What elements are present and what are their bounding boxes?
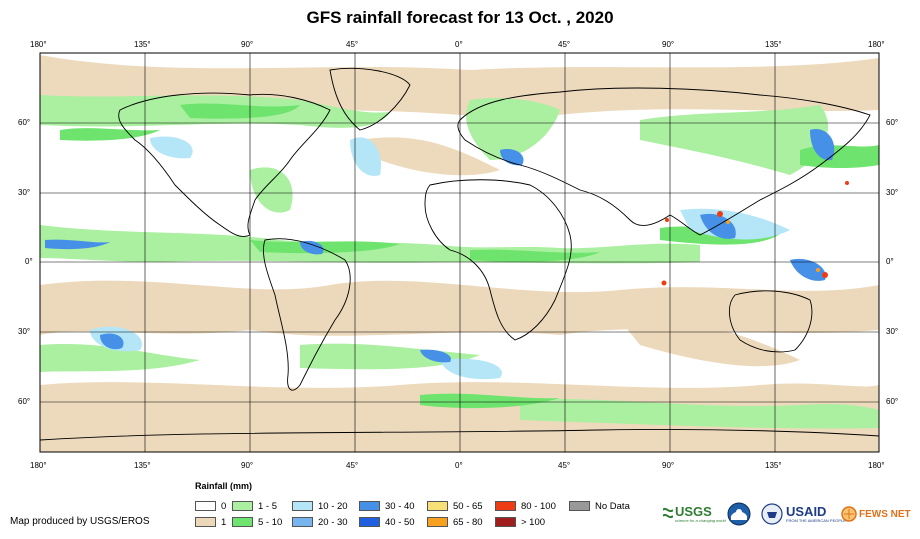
- legend-swatch: [292, 501, 313, 511]
- lat-tick-left: 60°: [18, 118, 31, 127]
- rain-band-10-20: [90, 136, 790, 380]
- lon-tick-bottom: 45°: [558, 461, 571, 470]
- legend-item: 30 - 40: [359, 500, 415, 512]
- legend-swatch: [427, 517, 448, 527]
- noaa-logo: [727, 500, 751, 528]
- lat-tick-right: 60°: [886, 397, 899, 406]
- usaid-tagline: FROM THE AMERICAN PEOPLE: [786, 517, 846, 523]
- legend-label: > 100: [521, 516, 546, 528]
- rain-band-5-10: [60, 103, 879, 409]
- legend-item: 40 - 50: [359, 516, 415, 528]
- greenland-outline: [329, 67, 411, 131]
- europe-asia-outline: [457, 87, 871, 236]
- usgs-logo: USGS science for a changing world: [663, 500, 726, 528]
- legend-swatch: [195, 501, 216, 511]
- legend-swatch: [232, 517, 253, 527]
- usgs-wordmark: USGS: [675, 503, 712, 519]
- lon-tick-bottom: 90°: [662, 461, 675, 470]
- legend-item: No Data: [569, 500, 630, 512]
- lon-tick-top: 45°: [346, 40, 359, 49]
- lat-tick-right: 30°: [886, 188, 899, 197]
- legend-swatch: [292, 517, 313, 527]
- logo-strip: USGS science for a changing world USAID …: [663, 500, 913, 528]
- lon-tick-top: 0°: [455, 40, 463, 49]
- usaid-wordmark: USAID: [786, 503, 827, 519]
- legend-item: 20 - 30: [292, 516, 348, 528]
- legend-label: 30 - 40: [385, 500, 415, 512]
- south-america-outline: [263, 238, 351, 391]
- lon-tick-bottom: 135°: [765, 461, 782, 470]
- legend-swatch: [359, 517, 380, 527]
- rain-band-heavy: [661, 181, 849, 286]
- lon-tick-top: 180°: [868, 40, 885, 49]
- usgs-tagline: science for a changing world: [675, 517, 726, 523]
- legend-label: 50 - 65: [453, 500, 483, 512]
- legend-item: 0: [195, 500, 226, 512]
- lon-tick-bottom: 180°: [868, 461, 885, 470]
- legend-swatch: [195, 517, 216, 527]
- lat-tick-right: 0°: [886, 257, 894, 266]
- legend-item: 1 - 5: [232, 500, 277, 512]
- legend-label: 20 - 30: [318, 516, 348, 528]
- lon-tick-bottom: 45°: [346, 461, 359, 470]
- usaid-logo: USAID FROM THE AMERICAN PEOPLE: [786, 500, 846, 528]
- rain-band-50-65: [726, 220, 820, 272]
- lon-tick-top: 45°: [558, 40, 571, 49]
- lon-tick-top: 135°: [134, 40, 151, 49]
- legend-item: 65 - 80: [427, 516, 483, 528]
- legend-label: 65 - 80: [453, 516, 483, 528]
- lon-tick-bottom: 90°: [241, 461, 254, 470]
- fews-globe-icon: [841, 506, 857, 522]
- noaa-emblem-icon: [727, 502, 751, 526]
- legend-label: 0: [221, 500, 227, 512]
- lat-tick-left: 30°: [18, 188, 31, 197]
- lon-tick-top: 90°: [241, 40, 254, 49]
- dos-logo: [761, 500, 783, 528]
- lat-tick-left: 30°: [18, 327, 31, 336]
- legend-item: > 100: [495, 516, 545, 528]
- lat-tick-left: 60°: [18, 397, 31, 406]
- legend-item: 80 - 100: [495, 500, 556, 512]
- legend-item: 1: [195, 516, 226, 528]
- legend-item: 50 - 65: [427, 500, 483, 512]
- legend-label: 1: [221, 516, 227, 528]
- credit-text: Map produced by USGS/EROS: [10, 516, 150, 527]
- legend-swatch: [495, 517, 516, 527]
- legend-label: 10 - 20: [318, 500, 348, 512]
- legend-label: 40 - 50: [385, 516, 415, 528]
- legend-swatch: [427, 501, 448, 511]
- legend-label: 5 - 10: [258, 516, 283, 528]
- legend-item: 5 - 10: [232, 516, 282, 528]
- antarctica-outline: [39, 429, 880, 441]
- lat-tick-right: 30°: [886, 327, 899, 336]
- legend-swatch: [232, 501, 253, 511]
- legend-swatch: [569, 501, 590, 511]
- legend-label: 1 - 5: [258, 500, 278, 512]
- lon-tick-bottom: 180°: [30, 461, 47, 470]
- lon-tick-bottom: 0°: [455, 461, 463, 470]
- usgs-wave-icon: [663, 507, 673, 519]
- lon-tick-bottom: 135°: [134, 461, 151, 470]
- legend-label: 80 - 100: [521, 500, 556, 512]
- africa-outline: [424, 179, 572, 341]
- lon-tick-top: 90°: [662, 40, 675, 49]
- legend-swatch: [495, 501, 516, 511]
- legend-swatch: [359, 501, 380, 511]
- lat-tick-left: 0°: [25, 257, 33, 266]
- australia-outline: [729, 290, 813, 353]
- map-title: GFS rainfall forecast for 13 Oct. , 2020: [306, 8, 614, 27]
- lon-tick-top: 180°: [30, 40, 47, 49]
- coastlines: [39, 67, 880, 441]
- legend-item: 10 - 20: [292, 500, 348, 512]
- fews-wordmark: FEWS NET: [859, 508, 911, 520]
- seal-icon: [761, 503, 783, 525]
- lon-tick-top: 135°: [765, 40, 782, 49]
- fews-net-logo: FEWS NET: [841, 500, 911, 528]
- graticule: [39, 52, 880, 453]
- legend-title: Rainfall (mm): [195, 481, 253, 491]
- legend-label: No Data: [595, 500, 630, 512]
- north-america-outline: [118, 92, 331, 237]
- lat-tick-right: 60°: [886, 118, 899, 127]
